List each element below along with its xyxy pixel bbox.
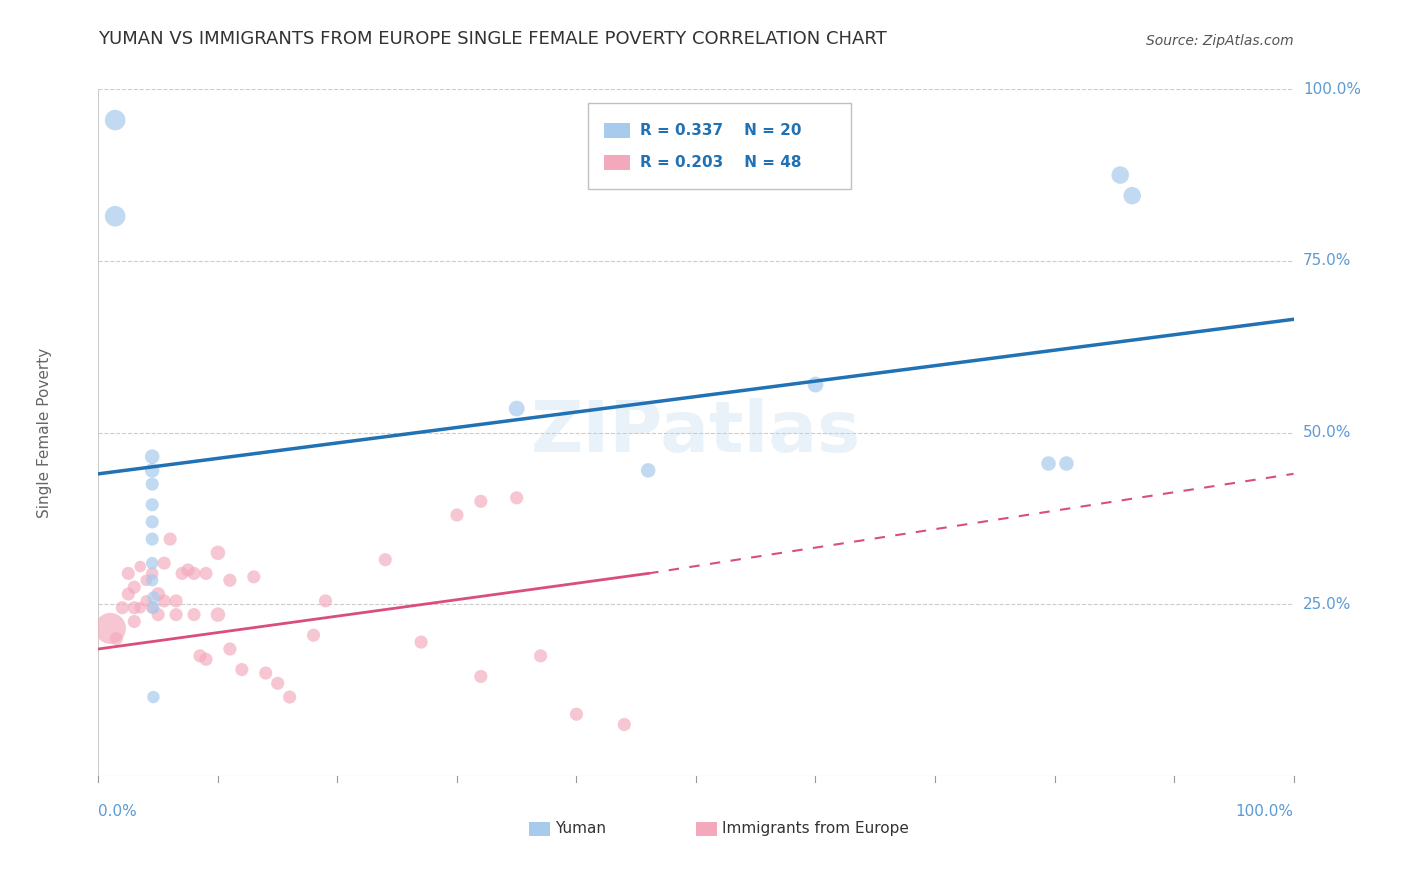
Point (153, 594, 176, 608)
Point (177, 563, 200, 577)
Point (117, 587, 139, 601)
Bar (605, 123, 630, 138)
Point (207, 546, 229, 560)
Point (142, 600, 165, 615)
Point (141, 463, 163, 477)
Point (219, 642, 242, 657)
Point (111, 600, 134, 615)
Point (565, 707, 588, 722)
Point (135, 594, 157, 608)
Text: R = 0.203    N = 48: R = 0.203 N = 48 (640, 155, 801, 170)
Text: ZIPatlas: ZIPatlas (531, 398, 860, 467)
Point (159, 532, 181, 546)
Point (470, 494, 492, 508)
Bar (696, 822, 717, 836)
Text: 100.0%: 100.0% (1303, 82, 1361, 96)
Point (506, 491, 529, 505)
Point (124, 600, 146, 615)
Point (613, 717, 636, 731)
Point (1038, 457, 1060, 471)
Text: Single Female Poverty: Single Female Poverty (37, 348, 52, 517)
Point (188, 648, 211, 663)
Point (195, 652, 218, 666)
Point (124, 580, 146, 594)
Point (124, 615, 146, 629)
Text: R = 0.337    N = 20: R = 0.337 N = 20 (640, 123, 801, 138)
Point (1056, 457, 1078, 471)
Point (117, 566, 139, 581)
Point (141, 515, 163, 529)
Point (153, 556, 176, 570)
Point (165, 594, 187, 608)
Point (141, 532, 163, 546)
Point (278, 690, 301, 704)
Text: Immigrants from Europe: Immigrants from Europe (723, 821, 910, 836)
Point (141, 574, 163, 588)
Text: YUMAN VS IMMIGRANTS FROM EUROPE SINGLE FEMALE POVERTY CORRELATION CHART: YUMAN VS IMMIGRANTS FROM EUROPE SINGLE F… (98, 30, 887, 48)
Point (135, 574, 157, 588)
Point (254, 665, 277, 680)
Text: Yuman: Yuman (555, 821, 606, 836)
Text: 50.0%: 50.0% (1303, 425, 1351, 440)
Point (302, 628, 325, 642)
Point (142, 690, 165, 704)
Point (637, 463, 659, 477)
Point (374, 552, 396, 566)
Point (148, 607, 170, 622)
Point (470, 669, 492, 683)
Point (231, 663, 253, 677)
Point (315, 594, 337, 608)
Point (129, 600, 152, 615)
Point (506, 401, 529, 416)
Text: Source: ZipAtlas.com: Source: ZipAtlas.com (1146, 34, 1294, 48)
Text: 25.0%: 25.0% (1303, 597, 1351, 612)
Point (219, 574, 242, 588)
Point (165, 607, 187, 622)
Point (104, 209, 127, 223)
Point (129, 559, 152, 574)
Point (141, 600, 163, 615)
Point (141, 566, 163, 581)
Point (804, 377, 827, 392)
Bar (605, 155, 630, 170)
Point (530, 648, 553, 663)
Point (183, 566, 205, 581)
Point (195, 566, 218, 581)
Point (1121, 188, 1143, 202)
FancyBboxPatch shape (589, 103, 852, 189)
Point (183, 607, 205, 622)
Point (411, 635, 433, 649)
Point (141, 498, 163, 512)
Text: 75.0%: 75.0% (1303, 253, 1351, 268)
Point (141, 556, 163, 570)
Text: 100.0%: 100.0% (1236, 804, 1294, 819)
Point (98, 621, 122, 635)
Point (267, 676, 290, 690)
Point (446, 508, 468, 522)
Point (172, 566, 194, 581)
Point (104, 113, 127, 128)
Point (142, 591, 165, 605)
Text: 0.0%: 0.0% (98, 804, 138, 819)
Point (148, 587, 170, 601)
Point (105, 632, 128, 646)
Point (1109, 168, 1132, 182)
Point (141, 450, 163, 464)
Bar (529, 822, 550, 836)
Point (243, 570, 266, 584)
Point (141, 477, 163, 491)
Point (207, 607, 229, 622)
